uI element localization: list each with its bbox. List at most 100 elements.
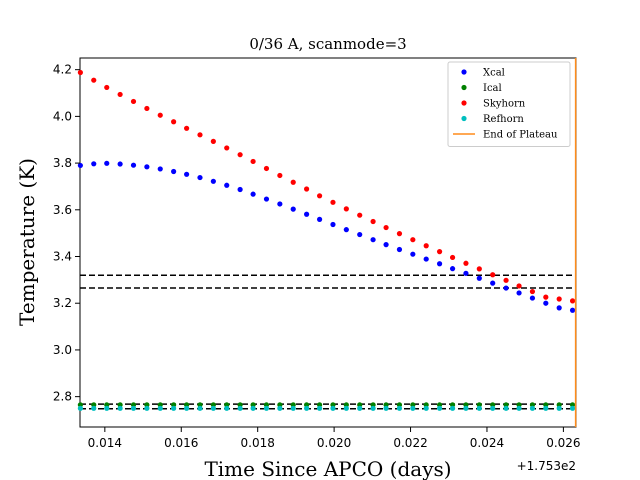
point-refhorn-12: [237, 405, 243, 411]
point-xcal-16: [290, 206, 296, 212]
point-refhorn-22: [370, 405, 376, 411]
point-xcal-19: [330, 221, 336, 228]
point-xcal-8: [184, 171, 190, 177]
legend-swatch-3: [461, 115, 467, 122]
point-refhorn-35: [543, 405, 549, 411]
point-skyhorn-18: [316, 193, 323, 199]
point-refhorn-14: [263, 405, 270, 411]
point-skyhorn-28: [449, 254, 456, 261]
chart-title: 0/36 A, scanmode=3: [249, 35, 406, 53]
point-xcal-37: [569, 307, 576, 313]
point-xcal-26: [423, 256, 429, 262]
point-refhorn-16: [290, 405, 296, 411]
point-refhorn-28: [449, 405, 456, 411]
point-skyhorn-29: [463, 260, 469, 266]
point-xcal-18: [316, 216, 323, 222]
y-tick-label-2: 3.2: [53, 296, 72, 310]
point-xcal-4: [130, 162, 137, 168]
point-refhorn-3: [117, 405, 123, 411]
point-skyhorn-17: [304, 186, 310, 192]
legend-label-2: Skyhorn: [483, 99, 526, 110]
point-refhorn-33: [516, 405, 522, 411]
point-skyhorn-26: [423, 243, 429, 249]
point-skyhorn-35: [543, 294, 549, 300]
x-tick-label-0: 0.014: [88, 436, 122, 450]
point-xcal-15: [277, 201, 283, 207]
point-skyhorn-9: [197, 132, 203, 138]
point-skyhorn-4: [130, 98, 137, 105]
point-xcal-29: [463, 270, 469, 276]
x-tick-label-2: 0.018: [241, 436, 275, 450]
point-xcal-24: [396, 246, 403, 253]
point-xcal-20: [343, 227, 349, 233]
point-refhorn-17: [304, 405, 310, 411]
reference-lines: [80, 274, 576, 410]
point-xcal-5: [144, 164, 150, 170]
point-skyhorn-5: [144, 105, 150, 112]
point-skyhorn-22: [370, 218, 376, 225]
point-xcal-13: [250, 191, 256, 197]
point-refhorn-27: [436, 405, 443, 411]
point-refhorn-8: [184, 405, 190, 411]
x-tick-label-1: 0.016: [164, 436, 198, 450]
point-refhorn-29: [463, 405, 469, 411]
point-skyhorn-30: [476, 266, 482, 272]
point-skyhorn-3: [117, 91, 123, 98]
y-tick-label-5: 3.8: [53, 156, 72, 170]
point-skyhorn-13: [250, 158, 256, 165]
point-refhorn-24: [396, 405, 403, 411]
point-refhorn-30: [476, 405, 482, 411]
point-refhorn-26: [423, 405, 429, 411]
point-xcal-21: [357, 231, 363, 238]
point-skyhorn-34: [529, 288, 536, 295]
point-xcal-3: [117, 161, 123, 167]
y-tick-label-1: 3.0: [53, 343, 72, 357]
point-skyhorn-15: [277, 172, 283, 179]
point-xcal-35: [543, 300, 549, 306]
point-xcal-12: [237, 186, 243, 193]
point-skyhorn-27: [436, 249, 443, 255]
point-xcal-11: [224, 182, 230, 188]
point-skyhorn-24: [396, 231, 403, 237]
point-xcal-6: [157, 166, 163, 172]
point-refhorn-37: [569, 405, 576, 411]
point-refhorn-25: [410, 405, 416, 411]
point-skyhorn-32: [503, 277, 509, 283]
point-refhorn-13: [250, 405, 256, 411]
point-skyhorn-14: [263, 165, 270, 172]
point-refhorn-32: [503, 405, 509, 411]
point-xcal-23: [383, 242, 389, 248]
point-refhorn-36: [556, 405, 562, 411]
legend-label-1: Ical: [483, 83, 502, 94]
y-tick-label-4: 3.6: [53, 203, 72, 217]
legend-label-4: End of Plateau: [483, 130, 558, 141]
legend-label-3: Refhorn: [483, 114, 524, 125]
point-skyhorn-23: [383, 224, 389, 231]
point-xcal-25: [410, 251, 416, 257]
series-skyhorn: [77, 69, 576, 304]
point-xcal-27: [436, 261, 443, 267]
point-xcal-32: [503, 285, 509, 291]
series-xcal: [77, 160, 576, 313]
point-refhorn-6: [157, 405, 163, 411]
y-tick-label-7: 4.2: [53, 63, 72, 77]
point-xcal-30: [476, 275, 482, 281]
legend: Xcal Ical Skyhorn Refhorn End of Plateau: [447, 61, 571, 147]
series-layer: [77, 69, 576, 411]
point-refhorn-18: [316, 405, 323, 411]
point-xcal-36: [556, 305, 562, 311]
point-xcal-22: [370, 237, 376, 243]
point-skyhorn-31: [490, 272, 496, 278]
point-refhorn-19: [330, 405, 336, 411]
point-skyhorn-37: [569, 298, 576, 304]
x-axis-offset-label: +1.753e2: [517, 459, 576, 473]
point-xcal-28: [449, 266, 456, 272]
y-tick-label-0: 2.8: [53, 390, 72, 404]
point-refhorn-20: [343, 405, 349, 411]
point-skyhorn-20: [343, 206, 349, 212]
point-xcal-14: [263, 196, 270, 202]
legend-box: [447, 61, 571, 147]
point-skyhorn-6: [157, 112, 163, 118]
legend-swatch-0: [461, 69, 467, 75]
